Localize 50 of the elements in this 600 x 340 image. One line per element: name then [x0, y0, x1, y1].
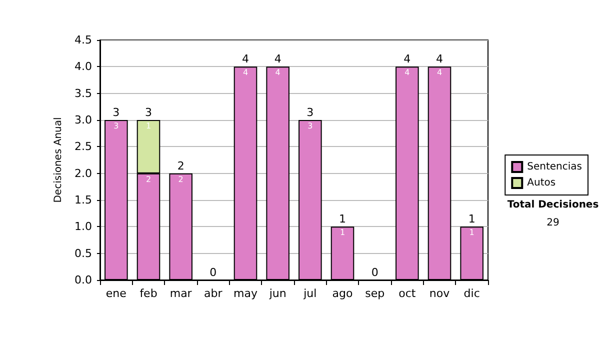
total-label: 4 — [274, 52, 282, 66]
data-label: 2 — [146, 174, 152, 184]
x-tick-label: sep — [365, 287, 385, 300]
total-label: 4 — [404, 52, 411, 66]
total-label: 3 — [112, 106, 120, 119]
total-label: 1 — [468, 212, 476, 226]
y-tick-label: 1.5 — [74, 194, 92, 206]
y-tick-label: 2.5 — [74, 140, 92, 154]
total-label: 3 — [145, 106, 152, 119]
x-tick-label: oct — [398, 287, 416, 300]
y-tick-label: 4.0 — [74, 60, 92, 74]
y-tick-label: 0.0 — [74, 274, 92, 286]
data-label: 4 — [404, 68, 410, 78]
total-label: 4 — [242, 52, 249, 66]
x-tick-label: jul — [302, 287, 317, 300]
total-label: 3 — [306, 106, 314, 119]
data-label: 4 — [275, 68, 280, 78]
x-tick-label: ago — [332, 287, 353, 300]
y-axis-title: Decisiones Anual — [53, 117, 64, 203]
text: 29 — [546, 218, 560, 228]
text: Total Decisiones — [507, 200, 599, 210]
y-tick-label: 2.0 — [74, 166, 92, 180]
legend-label: Autos — [527, 178, 556, 188]
x-tick-label: jun — [268, 287, 286, 300]
x-tick-label: nov — [429, 287, 450, 300]
legend-label: Sentencias — [527, 162, 582, 172]
x-tick-label: mar — [170, 287, 192, 300]
x-tick-label: feb — [140, 287, 158, 300]
data-label: 3 — [114, 122, 119, 130]
y-tick-label: 0.5 — [74, 246, 92, 260]
total-label: 4 — [436, 52, 443, 66]
y-tick-label: 4.5 — [74, 34, 92, 46]
total-label: 0 — [371, 266, 378, 279]
y-tick-label: 1.0 — [74, 220, 92, 234]
y-tick-label: 3.5 — [74, 86, 92, 100]
x-tick-label: ene — [106, 287, 127, 300]
data-label: 1 — [469, 228, 474, 238]
data-label: 3 — [308, 122, 313, 130]
total-label: 0 — [210, 266, 217, 279]
x-tick-label: abr — [204, 287, 223, 300]
x-tick-label: dic — [464, 287, 480, 300]
total-label: 1 — [339, 212, 346, 226]
data-label: 4 — [242, 68, 248, 78]
x-tick-label: may — [234, 287, 258, 300]
data-label: 4 — [436, 68, 442, 78]
data-label: 1 — [340, 228, 346, 238]
y-tick-label: 3.0 — [74, 114, 92, 126]
data-label: 2 — [178, 174, 184, 184]
total-label: 2 — [177, 159, 184, 172]
data-label: 1 — [146, 122, 152, 130]
